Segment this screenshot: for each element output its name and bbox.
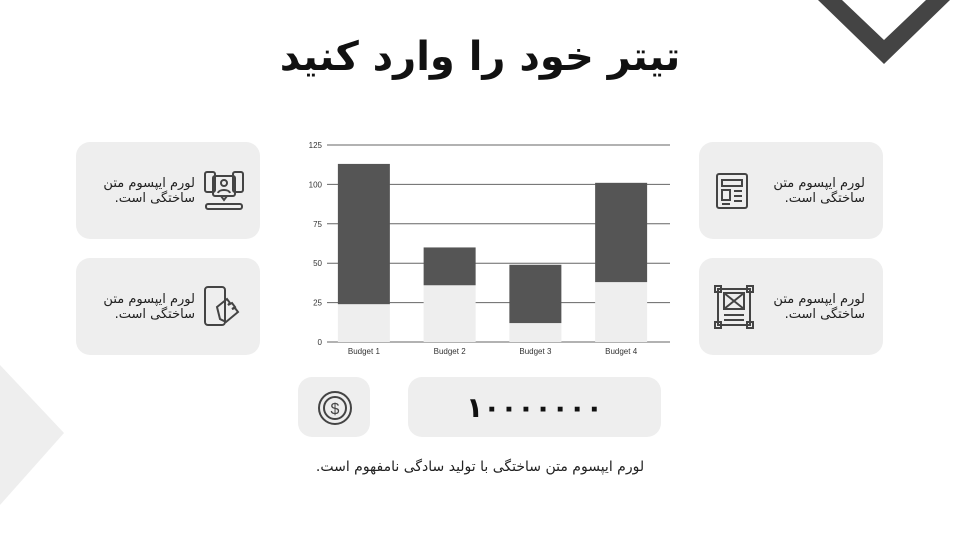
y-tick-label: 0 [318,338,323,347]
bar-segment [423,285,476,342]
dollar-coin-icon: $ [318,391,352,425]
y-tick-label: 75 [313,220,322,229]
touch-phone-icon [204,286,240,326]
y-tick-label: 100 [309,180,323,189]
card-touch [76,258,260,355]
amount-value: ۱۰۰۰۰۰۰۰ [466,390,603,424]
bar-segment [509,323,562,342]
amount-card [408,377,661,437]
bar-segment [337,163,390,305]
bar-segment [595,182,648,283]
card-blueprint [699,258,883,355]
card-text: لورم ایپسوم متن ساختگی است. [773,176,865,206]
y-tick-label: 125 [309,141,323,150]
blueprint-icon [714,285,754,329]
card-text: لورم ایپسوم متن ساختگی است. [103,292,195,322]
page-title: تیتر خود را وارد کنید [279,34,681,80]
y-tick-label: 25 [313,299,322,308]
bar-segment [509,264,562,324]
x-tick-label: Budget 2 [434,347,467,356]
bar-segment [595,282,648,342]
video-conference-icon [204,171,244,210]
bar-segment [337,304,390,342]
svg-text:$: $ [331,401,340,418]
dollar-card [298,377,370,437]
newspaper-icon [716,173,748,209]
card-text: لورم ایپسوم متن ساختگی است. [103,176,195,206]
bar-segment [423,247,476,286]
x-tick-label: Budget 1 [348,347,381,356]
x-tick-label: Budget 3 [519,347,552,356]
x-tick-label: Budget 4 [605,347,638,356]
card-text: لورم ایپسوم متن ساختگی است. [773,292,865,322]
caption: لورم ایپسوم متن ساختگی با تولید سادگی نا… [315,459,645,475]
y-tick-label: 50 [313,259,322,268]
